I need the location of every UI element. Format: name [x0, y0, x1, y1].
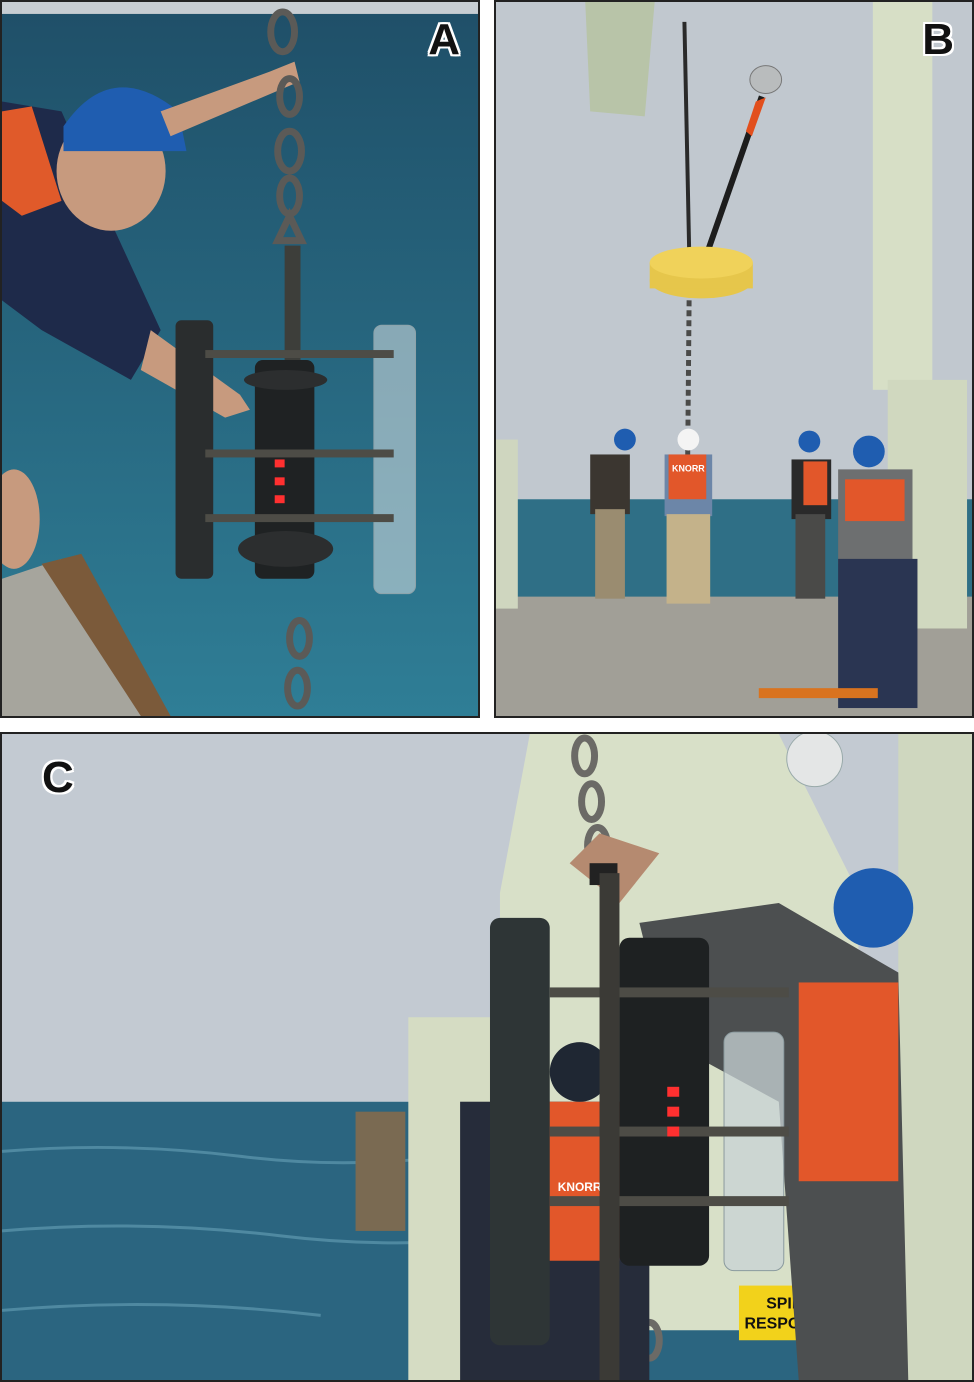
ship-column	[898, 734, 972, 1380]
lifting-chain	[267, 8, 313, 710]
life-vest	[2, 106, 62, 216]
sample-bottle	[723, 1031, 785, 1272]
sample-bottle	[373, 324, 417, 595]
crane-block	[585, 2, 655, 117]
panel-label-b: B	[922, 15, 954, 64]
worker-3	[791, 430, 832, 599]
second-hand	[2, 469, 40, 569]
worker-2: KNORR	[664, 428, 713, 604]
photo-panel-c: SPILL RESPONSE KNORR	[0, 732, 974, 1382]
red-led	[274, 459, 285, 468]
sensor-cylinder-center	[619, 937, 710, 1266]
sensor-package	[489, 873, 789, 1380]
radar-reflector	[749, 65, 783, 94]
sky-strip	[2, 2, 478, 14]
side-instrument	[355, 1111, 406, 1231]
a-frame-post	[872, 2, 933, 390]
sensor-cylinder-center	[254, 359, 315, 579]
radar-reflector	[786, 734, 844, 788]
photo-panel-b: KNORR B	[494, 0, 974, 718]
panel-label-c: C	[42, 753, 74, 802]
panel-label-a: A	[428, 15, 460, 64]
sensor-cylinder-left	[175, 320, 214, 579]
deck-edge	[2, 558, 151, 716]
worker-4	[838, 435, 918, 709]
pole-flag	[745, 97, 766, 137]
hardhat	[63, 87, 187, 152]
photo-a-scene	[2, 2, 478, 716]
vest-text-b: KNORR	[672, 463, 705, 473]
red-led	[667, 1086, 680, 1097]
photo-panel-a: A	[0, 0, 480, 718]
sensor-package	[175, 245, 417, 595]
left-bulwark	[496, 439, 518, 609]
vest-text-c: KNORR	[558, 1180, 602, 1194]
raised-arm	[160, 61, 300, 137]
photo-b-scene: KNORR	[496, 2, 972, 716]
rusty-rail	[41, 553, 171, 716]
photo-c-scene: SPILL RESPONSE KNORR	[2, 734, 972, 1380]
deck-strap	[758, 688, 878, 699]
hanging-line	[682, 21, 692, 261]
worker-1	[590, 428, 636, 599]
sensor-cylinder-left	[489, 917, 550, 1346]
